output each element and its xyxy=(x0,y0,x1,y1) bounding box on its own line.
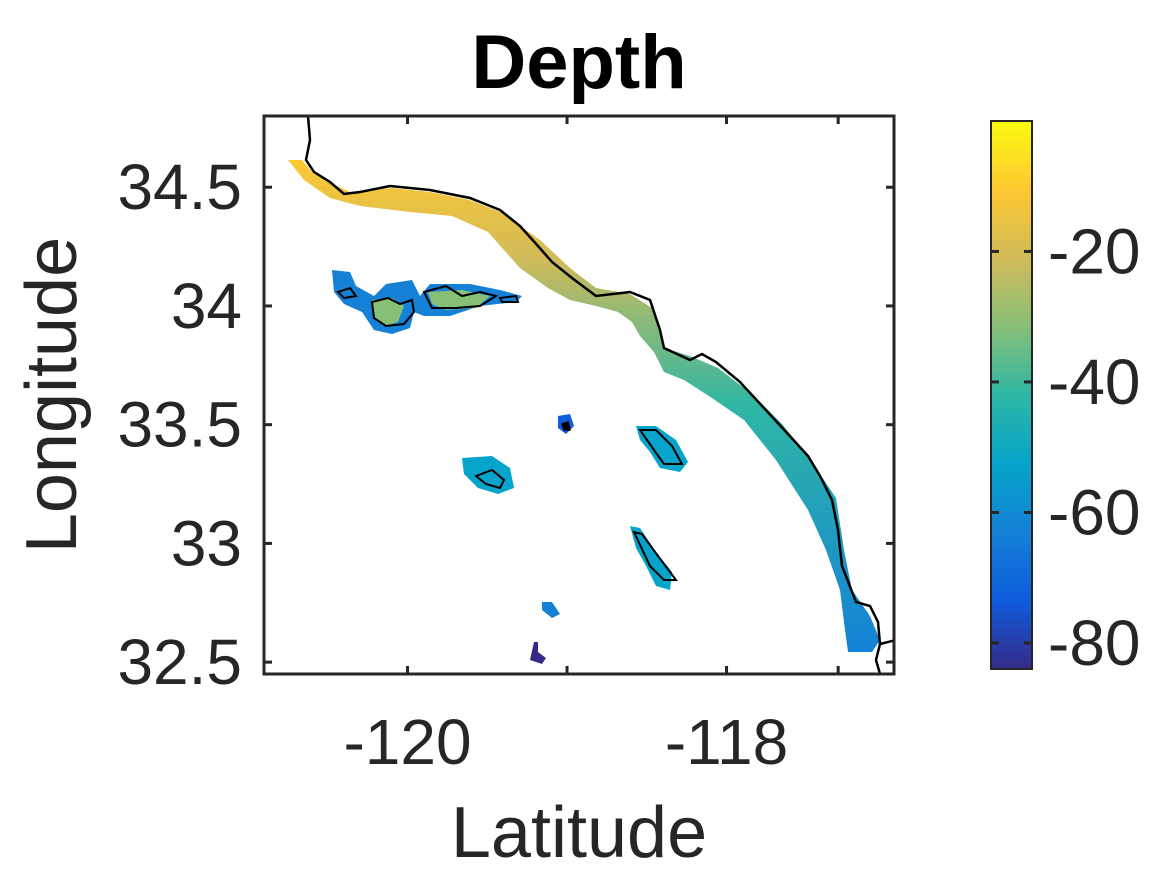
mainland-coastline xyxy=(304,116,894,674)
channel-islands-shallow xyxy=(372,290,490,326)
y-tick-label: 34 xyxy=(171,270,242,342)
axes-box xyxy=(262,114,896,676)
x-tick-label: -118 xyxy=(665,706,788,778)
san-clemente-island-band xyxy=(630,526,672,590)
san-clemente-island-coastline xyxy=(632,530,678,581)
y-tick-label: 32.5 xyxy=(117,626,242,698)
colorbar-ticks: -20 -40 -60 -80 xyxy=(991,215,1141,679)
colorbar xyxy=(990,120,1033,670)
santa-barbara-island-coastline xyxy=(561,421,571,431)
santa-catalina-island-coastline xyxy=(638,429,684,465)
northern-islands-coastline xyxy=(336,284,520,328)
colorbar-tick-label: -80 xyxy=(1048,607,1141,679)
x-tick-label: -120 xyxy=(343,706,471,778)
plot-area xyxy=(264,116,894,674)
colorbar-tick-label: -40 xyxy=(1048,346,1141,418)
san-nicolas-island-coastline xyxy=(474,468,506,490)
y-tick-label: 34.5 xyxy=(117,151,242,223)
y-tick-label: 33 xyxy=(171,507,242,579)
y-axis-label: Longitude xyxy=(12,237,92,553)
y-tick-label: 33.5 xyxy=(117,389,242,461)
colorbar-tick-label: -60 xyxy=(1048,476,1141,548)
santa-catalina-island-band xyxy=(636,426,688,472)
map-layer xyxy=(288,116,894,674)
colorbar-tick-label: -20 xyxy=(1048,215,1141,287)
small-bank-2 xyxy=(530,642,546,664)
small-bank-1 xyxy=(542,602,560,618)
plot-axes: -120 -118 34.5 34 33.5 33 32.5 xyxy=(117,114,896,778)
chart-title: Depth xyxy=(471,20,686,105)
x-axis-label: Latitude xyxy=(451,793,707,873)
